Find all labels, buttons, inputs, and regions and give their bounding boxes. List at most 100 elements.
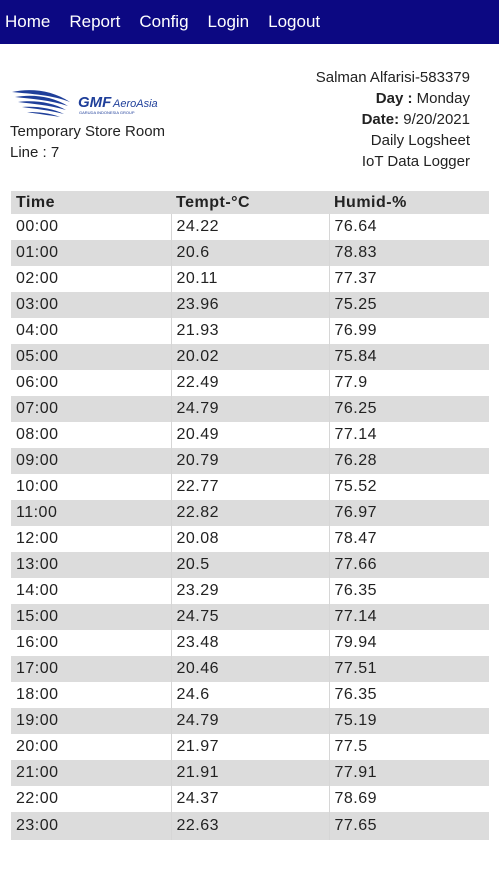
cell-time: 19:00 bbox=[11, 708, 171, 734]
cell-temperature: 24.22 bbox=[170, 214, 329, 240]
cell-time: 17:00 bbox=[11, 656, 171, 682]
date-value: 9/20/2021 bbox=[403, 111, 470, 128]
cell-humidity: 77.9 bbox=[328, 370, 489, 396]
cell-temperature: 23.48 bbox=[170, 630, 329, 656]
cell-temperature: 20.46 bbox=[170, 656, 329, 682]
cell-time: 20:00 bbox=[11, 734, 171, 760]
cell-humidity: 76.28 bbox=[328, 448, 489, 474]
table-row: 06:00 22.49 77.9 bbox=[11, 370, 489, 396]
cell-time: 10:00 bbox=[11, 474, 171, 500]
table-row: 22:00 24.37 78.69 bbox=[11, 786, 489, 812]
cell-humidity: 75.52 bbox=[328, 474, 489, 500]
nav-login-link[interactable]: Login bbox=[207, 12, 250, 31]
cell-humidity: 77.66 bbox=[328, 552, 489, 578]
cell-temperature: 20.79 bbox=[170, 448, 329, 474]
cell-time: 01:00 bbox=[11, 240, 171, 266]
cell-time: 22:00 bbox=[11, 786, 171, 812]
table-row: 05:00 20.02 75.84 bbox=[11, 344, 489, 370]
cell-humidity: 77.37 bbox=[328, 266, 489, 292]
cell-temperature: 21.97 bbox=[170, 734, 329, 760]
table-header-row: Time Tempt-°C Humid-% bbox=[11, 191, 489, 214]
cell-time: 14:00 bbox=[11, 578, 171, 604]
system-name: IoT Data Logger bbox=[361, 153, 470, 170]
cell-temperature: 22.63 bbox=[170, 812, 329, 840]
table-row: 16:00 23.48 79.94 bbox=[11, 630, 489, 656]
cell-time: 21:00 bbox=[11, 760, 171, 786]
header-humidity: Humid-% bbox=[329, 191, 489, 214]
line-number: Line : 7 bbox=[10, 144, 60, 161]
top-navbar: Home Report Config Login Logout bbox=[0, 0, 499, 44]
cell-humidity: 78.47 bbox=[328, 526, 489, 552]
table-row: 18:00 24.6 76.35 bbox=[11, 682, 489, 708]
date-row: Date: 9/20/2021 bbox=[316, 109, 470, 130]
cell-humidity: 77.14 bbox=[328, 604, 489, 630]
cell-temperature: 20.11 bbox=[170, 266, 329, 292]
day-label: Day : bbox=[375, 90, 413, 107]
cell-humidity: 78.69 bbox=[328, 786, 489, 812]
logsheet-type: Daily Logsheet bbox=[370, 132, 470, 149]
table-row: 21:00 21.91 77.91 bbox=[11, 760, 489, 786]
cell-temperature: 23.29 bbox=[170, 578, 329, 604]
day-row: Day : Monday bbox=[316, 88, 470, 109]
cell-time: 09:00 bbox=[11, 448, 171, 474]
cell-temperature: 20.08 bbox=[170, 526, 329, 552]
table-row: 15:00 24.75 77.14 bbox=[11, 604, 489, 630]
nav-home-link[interactable]: Home bbox=[5, 12, 51, 31]
table-row: 02:00 20.11 77.37 bbox=[11, 266, 489, 292]
header-temperature: Tempt-°C bbox=[171, 191, 329, 214]
table-row: 01:00 20.6 78.83 bbox=[11, 240, 489, 266]
nav-logout-link[interactable]: Logout bbox=[268, 12, 321, 31]
header-time: Time bbox=[11, 191, 171, 214]
table-row: 04:00 21.93 76.99 bbox=[11, 318, 489, 344]
table-row: 17:00 20.46 77.51 bbox=[11, 656, 489, 682]
cell-time: 13:00 bbox=[11, 552, 171, 578]
table-row: 00:00 24.22 76.64 bbox=[11, 214, 489, 240]
cell-temperature: 22.49 bbox=[170, 370, 329, 396]
cell-humidity: 78.83 bbox=[328, 240, 489, 266]
cell-temperature: 24.79 bbox=[170, 708, 329, 734]
cell-time: 12:00 bbox=[11, 526, 171, 552]
table-body: 00:00 24.22 76.64 01:00 20.6 78.83 02:00 20.11 7… bbox=[11, 214, 489, 840]
day-value: Monday bbox=[416, 90, 470, 107]
cell-time: 05:00 bbox=[11, 344, 171, 370]
cell-time: 16:00 bbox=[11, 630, 171, 656]
cell-humidity: 77.91 bbox=[328, 760, 489, 786]
table-row: 14:00 23.29 76.35 bbox=[11, 578, 489, 604]
table-row: 19:00 24.79 75.19 bbox=[11, 708, 489, 734]
cell-temperature: 20.5 bbox=[170, 552, 329, 578]
table-row: 13:00 20.5 77.66 bbox=[11, 552, 489, 578]
nav-report-link[interactable]: Report bbox=[69, 12, 121, 31]
cell-humidity: 75.84 bbox=[328, 344, 489, 370]
cell-humidity: 76.35 bbox=[328, 578, 489, 604]
cell-temperature: 24.6 bbox=[170, 682, 329, 708]
cell-temperature: 24.75 bbox=[170, 604, 329, 630]
cell-time: 03:00 bbox=[11, 292, 171, 318]
table-row: 08:00 20.49 77.14 bbox=[11, 422, 489, 448]
cell-time: 15:00 bbox=[11, 604, 171, 630]
svg-text:GMF: GMF bbox=[78, 94, 112, 111]
svg-text:GARUDA INDONESIA GROUP: GARUDA INDONESIA GROUP bbox=[79, 110, 135, 115]
cell-temperature: 20.02 bbox=[170, 344, 329, 370]
date-label: Date: bbox=[361, 111, 400, 128]
cell-temperature: 24.79 bbox=[170, 396, 329, 422]
cell-humidity: 77.5 bbox=[328, 734, 489, 760]
cell-time: 18:00 bbox=[11, 682, 171, 708]
cell-temperature: 20.49 bbox=[170, 422, 329, 448]
cell-humidity: 75.19 bbox=[328, 708, 489, 734]
nav-config-link[interactable]: Config bbox=[139, 12, 189, 31]
cell-time: 00:00 bbox=[11, 214, 171, 240]
table-row: 23:00 22.63 77.65 bbox=[11, 812, 489, 840]
cell-temperature: 23.96 bbox=[170, 292, 329, 318]
cell-humidity: 76.97 bbox=[328, 500, 489, 526]
cell-temperature: 21.93 bbox=[170, 318, 329, 344]
cell-temperature: 24.37 bbox=[170, 786, 329, 812]
svg-text:AeroAsia: AeroAsia bbox=[112, 98, 158, 110]
cell-time: 07:00 bbox=[11, 396, 171, 422]
table-row: 11:00 22.82 76.97 bbox=[11, 500, 489, 526]
cell-humidity: 75.25 bbox=[328, 292, 489, 318]
cell-humidity: 76.99 bbox=[328, 318, 489, 344]
table-row: 07:00 24.79 76.25 bbox=[11, 396, 489, 422]
cell-temperature: 20.6 bbox=[170, 240, 329, 266]
report-info: Salman Alfarisi-583379 Day : Monday Date… bbox=[316, 67, 470, 172]
gmf-aeroasia-logo: GMF AeroAsia GARUDA INDONESIA GROUP bbox=[12, 90, 158, 117]
